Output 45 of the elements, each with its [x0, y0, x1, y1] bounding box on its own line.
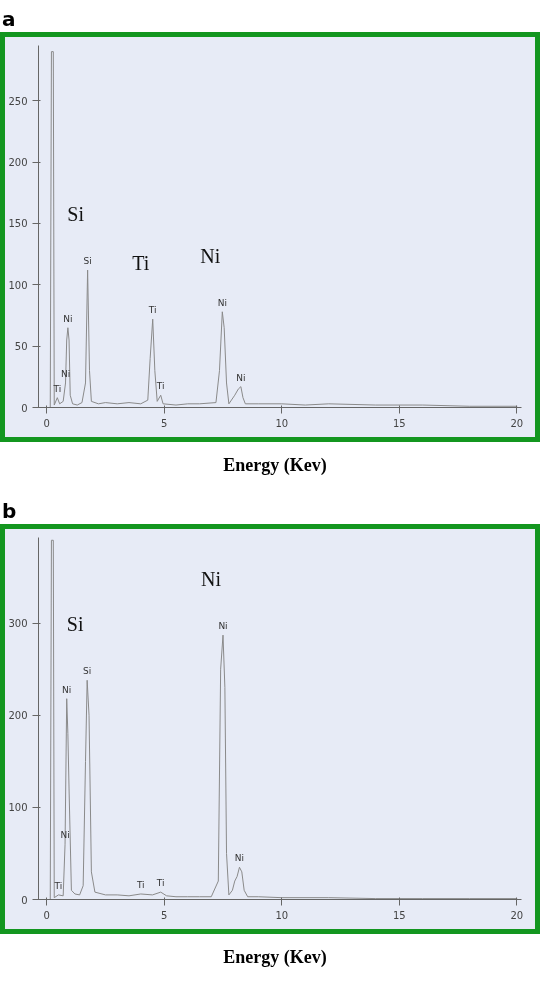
x-tick-label: 15 — [392, 417, 406, 429]
annotation: Si — [67, 203, 85, 226]
x-tick-label: 5 — [161, 909, 168, 921]
y-tick-label: 50 — [14, 341, 28, 353]
annotation: Ti — [52, 383, 62, 394]
x-tick-label: 5 — [161, 417, 168, 429]
annotation: Ti — [135, 879, 145, 890]
chart-title: a — [2, 6, 16, 33]
annotation: Ni — [236, 372, 246, 383]
x-axis-title: Energy (Kev) — [223, 454, 327, 477]
x-tick-label: 0 — [43, 909, 50, 921]
y-tick-label: 100 — [8, 802, 28, 814]
y-tick-label: 100 — [8, 279, 28, 291]
x-tick-label: 10 — [275, 417, 289, 429]
annotation: Si — [83, 256, 92, 267]
chart-title: b — [2, 498, 17, 525]
annotation: Ti — [132, 252, 150, 275]
y-tick-label: 300 — [8, 618, 28, 630]
annotation: Si — [66, 613, 84, 636]
annotation: Ti — [155, 878, 165, 889]
x-tick-label: 20 — [510, 417, 524, 429]
y-tick-label: 0 — [21, 402, 28, 414]
annotation: Ni — [200, 244, 221, 267]
annotation: Si — [83, 666, 92, 677]
annotation: Ni — [218, 621, 228, 632]
x-tick-label: 0 — [43, 417, 50, 429]
x-tick-label: 10 — [275, 909, 289, 921]
y-tick-label: 150 — [8, 218, 28, 230]
annotation: Ni — [60, 830, 70, 841]
y-tick-label: 250 — [8, 95, 28, 107]
annotation: Ni — [63, 313, 73, 324]
y-tick-label: 200 — [8, 157, 28, 169]
annotation: Ni — [62, 684, 72, 695]
y-tick-label: 0 — [21, 894, 28, 906]
annotation: Ni — [234, 853, 245, 864]
x-axis-title: Energy (Kev) — [223, 946, 327, 969]
annotation: Ni — [217, 297, 227, 308]
x-tick-label: 15 — [392, 909, 406, 921]
annotation: Ni — [201, 568, 222, 591]
y-tick-label: 200 — [8, 710, 28, 722]
annotation: Ti — [53, 880, 63, 891]
annotation: Ti — [147, 305, 157, 316]
annotation: Ti — [155, 381, 165, 392]
x-tick-label: 20 — [510, 909, 524, 921]
annotation: Ni — [60, 368, 71, 379]
